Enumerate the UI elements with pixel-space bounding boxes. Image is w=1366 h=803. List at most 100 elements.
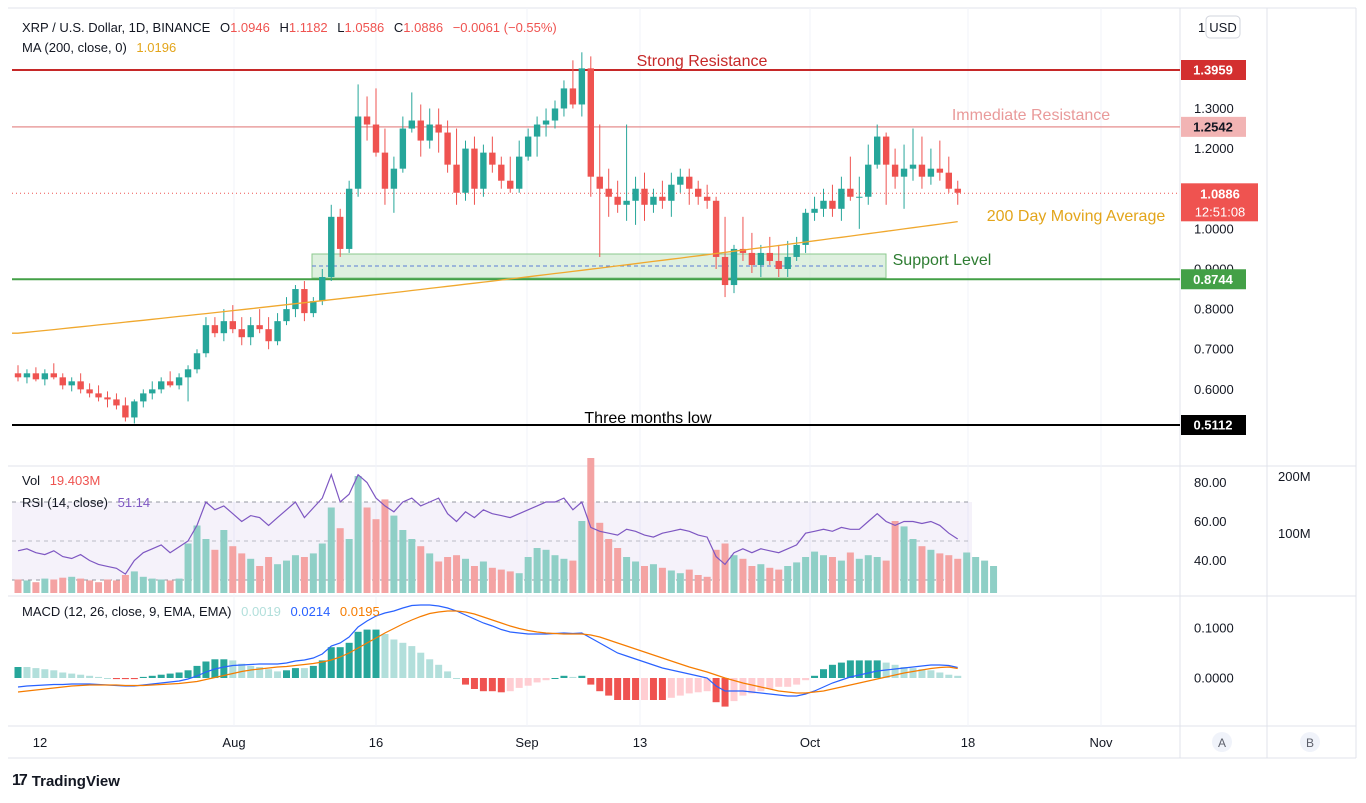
volume-bar [497,569,505,593]
price-axis[interactable]: 1.30001.20001.00000.90000.80000.70000.60… [1194,101,1234,397]
volume-bar [990,566,998,593]
rsi-tick-label: 40.00 [1194,553,1227,568]
candle-body [211,325,219,334]
rsi-line[interactable] [17,472,959,575]
volume-bar [95,582,103,593]
macd-legend[interactable]: MACD (12, 26, close, 9, EMA, EMA) 0.0019… [22,604,386,619]
auto-scale-label: A [1218,736,1226,750]
volume-bar [569,560,577,593]
volume-bar [247,558,255,593]
macd-hist-bar [703,678,711,692]
macd-hist-bar [23,667,31,678]
ma-legend-value: 1.0196 [136,40,177,55]
macd-hist-bar [220,659,228,678]
macd-hist-bar [247,665,255,678]
time-axis[interactable]: 12 Aug 16 Sep 13 Oct 18 Nov [33,735,1113,750]
auto-scale-button[interactable] [1212,732,1232,752]
volume-bar [86,580,94,593]
volume-bar [453,555,461,593]
volume-bar [59,577,67,593]
currency-button[interactable] [1205,15,1241,39]
price-tag-immediate: 1.2542 [1181,116,1246,137]
macd-hist-bar [345,642,353,678]
ma200-line[interactable] [12,220,958,334]
macd-hist-bar [784,678,792,687]
macd-hist-bar [479,678,487,692]
ma-legend[interactable]: MA (200, close, 0) 1.0196 [22,40,182,55]
macd-hist-bar [14,667,22,678]
candle-body [301,289,308,314]
candle-body [184,369,192,378]
strong-resistance-label: Strong Resistance [637,53,768,70]
volume-bar [32,582,40,593]
candle-body [77,381,84,390]
candle-body [766,252,773,261]
macd-tick-label: 0.0000 [1194,671,1234,686]
volume-bar [130,571,138,593]
macd-hist-bar [802,678,810,681]
macd-hist-bar [864,660,872,678]
volume-bar [291,555,299,593]
rsi-legend[interactable]: RSI (14, close) 51.14 [22,495,156,510]
candle-body [721,256,729,286]
volume-bar [175,578,183,593]
price-tick-label: 1.3000 [1194,101,1234,116]
price-axis-top-tick: 1. [1198,20,1209,35]
candle-body [668,184,675,201]
macd-hist-bar [605,678,613,696]
macd-hist-bar [291,668,299,678]
volume-series[interactable] [14,458,998,593]
candle-body [292,289,299,310]
secondary-scale-button[interactable] [1300,732,1320,752]
macd-hist-bar [936,672,944,678]
macd-hist-bar [954,675,962,678]
candle-body [730,248,738,286]
volume-bar [193,525,201,593]
volume-bar [587,458,595,593]
macd-hist-bar [166,673,174,678]
price-tick-label: 1.0000 [1194,221,1234,236]
symbol-legend[interactable]: XRP / U.S. Dollar, 1D, BINANCE O1.0946 H… [22,20,563,35]
candle-body [408,120,415,129]
macd-hist-bar [318,660,326,678]
price-tag-support: 0.8744 [1181,269,1246,290]
volume-bar [50,579,58,593]
candle-body [533,124,541,137]
macd-signal-line[interactable] [17,610,958,694]
volume-bar [649,564,657,593]
tradingview-logo[interactable]: 17 TradingView [12,772,120,790]
macd-hist-bar [470,678,478,689]
macd-line[interactable] [17,604,958,697]
macd-signal-value: 0.0195 [339,604,380,619]
candlestick-series[interactable] [14,52,961,424]
macd-hist-bar [837,662,845,678]
macd-hist-bar [77,674,85,678]
macd-hist-bar [139,676,147,678]
support-level-label: Support Level [893,252,992,269]
volume-bar [390,515,398,593]
time-tick-label: 16 [369,735,383,750]
macd-hist-bar [649,678,657,700]
time-tick-label: 18 [961,735,975,750]
macd-axis: 0.1000 0.0000 [1194,621,1234,686]
volume-bar [614,548,622,593]
candle-body [489,152,496,165]
candle-body [686,176,693,189]
volume-bar [694,575,702,593]
volume-bar [784,566,792,593]
candle-body [614,196,621,205]
price-tag-current: 1.0886 12:51:08 [1181,183,1258,222]
volume-bar [166,580,174,593]
volume-bar [551,555,559,593]
candle-body [560,88,568,109]
volume-legend[interactable]: Vol 19.403M [22,473,106,488]
macd-hist-bar [793,678,801,685]
macd-hist-bar [86,675,94,678]
macd-histogram[interactable] [14,629,962,707]
candle-body [829,200,836,209]
candle-body [399,128,407,169]
volume-bar [354,476,362,593]
macd-hist-bar [766,678,774,689]
svg-text:12:51:08: 12:51:08 [1195,204,1246,219]
